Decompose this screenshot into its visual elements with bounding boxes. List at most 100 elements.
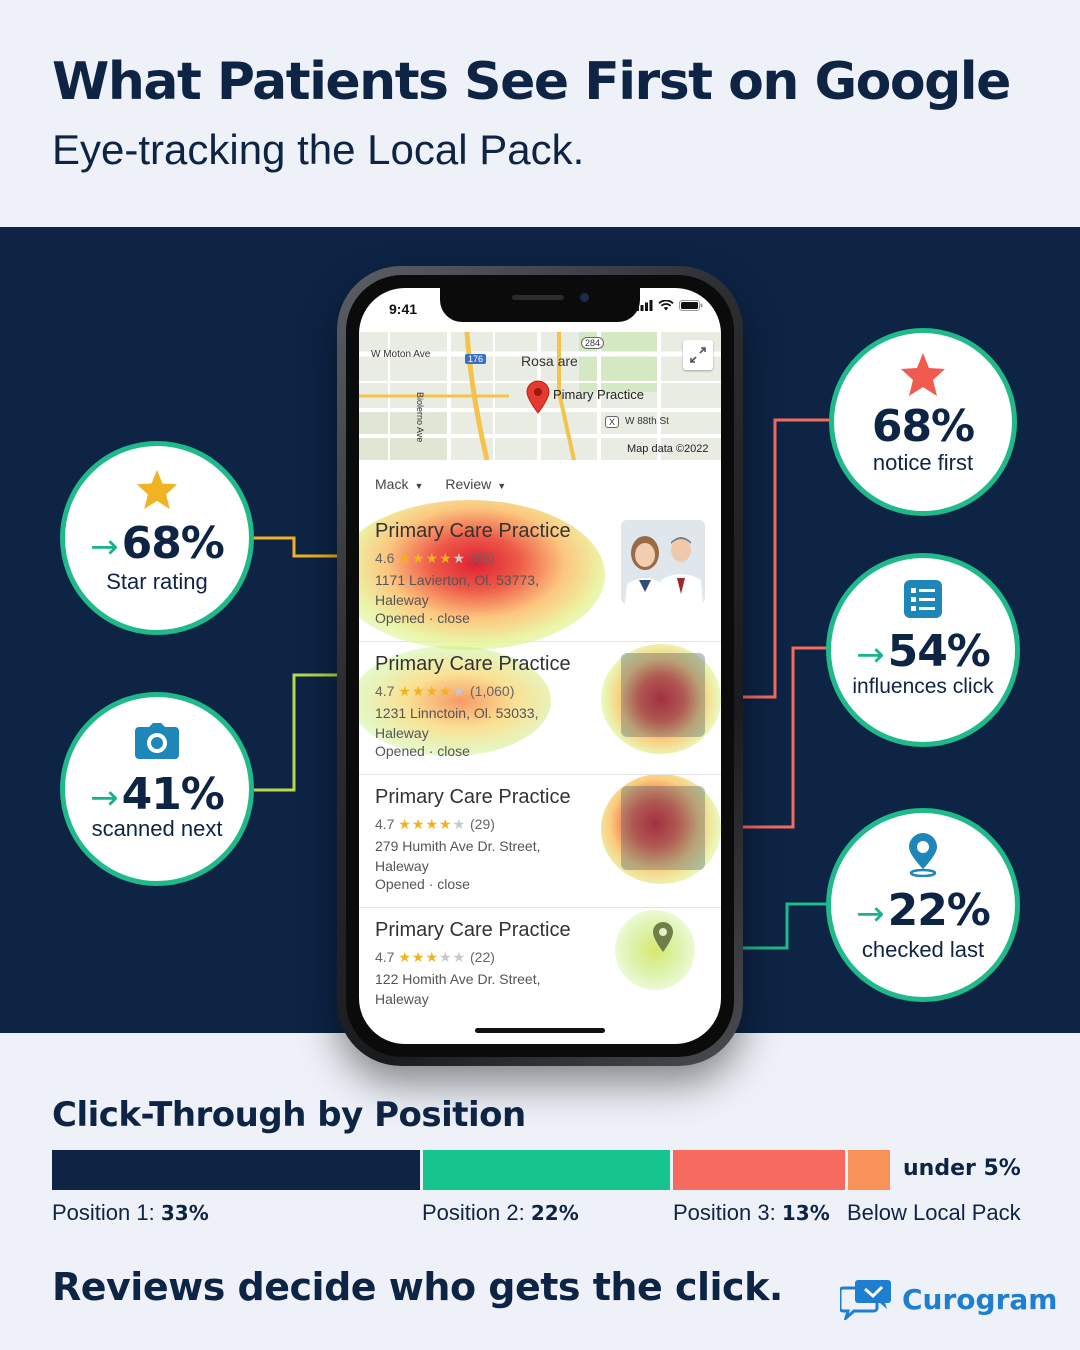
map-pin-label: Pimary Practice bbox=[553, 387, 645, 402]
listing-divider bbox=[359, 774, 721, 775]
ctr-label-below-pack: Below Local Pack bbox=[847, 1200, 1021, 1225]
listing-hours: Opened · close bbox=[375, 876, 470, 892]
stat-scanned-next: →41% scanned next bbox=[60, 692, 254, 886]
stat-label: notice first bbox=[872, 450, 974, 475]
list-item[interactable]: Primary Care Practice 4.7 ★★★★★ (29) 279… bbox=[359, 774, 721, 907]
front-camera bbox=[580, 293, 589, 302]
star-icon bbox=[136, 469, 178, 510]
list-item[interactable]: Primary Care Practice 4.6 ★★★★★ (65) 117… bbox=[359, 508, 721, 641]
stat-label: checked last bbox=[861, 937, 985, 962]
arrow-right-icon: → bbox=[856, 635, 884, 675]
star-rating-icon: ★★★★★ bbox=[398, 683, 467, 699]
ctr-below-value: under 5% bbox=[903, 1156, 1021, 1181]
brand-name: Curogram bbox=[902, 1282, 1058, 1316]
status-icons bbox=[636, 300, 703, 311]
filter-mack[interactable]: Mack ▼ bbox=[375, 476, 423, 492]
ctr-bar-below-pack bbox=[848, 1150, 890, 1190]
listing-photo[interactable] bbox=[621, 653, 705, 737]
listing-rating: 4.7 ★★★★★ (29) bbox=[375, 816, 495, 833]
filter-review[interactable]: Review ▼ bbox=[445, 476, 506, 492]
stat-notice-first: 68% notice first bbox=[829, 328, 1017, 516]
review-count: (1,060) bbox=[470, 683, 515, 699]
stat-checked-last: →22% checked last bbox=[826, 808, 1020, 1002]
list-icon bbox=[904, 580, 942, 618]
listing-divider bbox=[359, 907, 721, 908]
arrow-right-icon: → bbox=[90, 527, 118, 567]
map-pin-red bbox=[526, 380, 550, 414]
listing-photo[interactable] bbox=[621, 786, 705, 870]
stat-value: →68% bbox=[90, 518, 225, 569]
phone-screen: 9:41 bbox=[359, 288, 721, 1044]
map-preview[interactable]: W Moton Ave 176 Rosa are 284 Biolerno Av… bbox=[359, 332, 721, 460]
address-line-1: 1231 Linnctoin, Ol. 53033, bbox=[375, 705, 539, 721]
expand-icon bbox=[690, 347, 706, 363]
phone-notch bbox=[440, 288, 640, 322]
star-rating-icon: ★★★★★ bbox=[398, 949, 467, 965]
listing-divider bbox=[359, 641, 721, 642]
rating-value: 4.6 bbox=[375, 550, 395, 566]
star-rating-icon: ★★★★★ bbox=[398, 816, 467, 832]
map-attribution: Map data ©2022 bbox=[627, 443, 709, 455]
home-indicator[interactable] bbox=[475, 1028, 605, 1033]
listing-rating: 4.6 ★★★★★ (65) bbox=[375, 550, 495, 567]
address-line-2: Haleway bbox=[375, 858, 429, 874]
map-area-label: Rosa are bbox=[521, 353, 578, 369]
page-title: What Patients See First on Google bbox=[52, 52, 1011, 112]
tagline: Reviews decide who gets the click. bbox=[52, 1265, 783, 1309]
speaker-grille bbox=[512, 295, 564, 300]
listing-hours: Opened · close bbox=[375, 610, 470, 626]
chevron-down-icon: ▼ bbox=[414, 481, 424, 491]
status-time: 9:41 bbox=[389, 301, 418, 317]
map-route-x: X bbox=[605, 416, 620, 428]
rating-value: 4.7 bbox=[375, 816, 395, 832]
chevron-down-icon: ▼ bbox=[497, 481, 507, 491]
map-pin-icon[interactable] bbox=[651, 921, 675, 953]
review-count: (29) bbox=[470, 816, 495, 832]
listing-address: 1231 Linnctoin, Ol. 53033, Haleway bbox=[375, 703, 538, 743]
list-item[interactable]: Primary Care Practice 4.7 ★★★★★ (1,060) … bbox=[359, 641, 721, 774]
address-line-1: 279 Humith Ave Dr. Street, bbox=[375, 838, 541, 854]
battery-icon bbox=[679, 300, 703, 311]
page-subtitle: Eye-tracking the Local Pack. bbox=[52, 126, 585, 173]
stat-value: →22% bbox=[856, 885, 991, 936]
address-line-1: 1171 Lavierton, Ol. 53773, bbox=[375, 572, 539, 588]
stat-value: 68% bbox=[871, 401, 975, 452]
chat-bubbles-icon bbox=[840, 1280, 891, 1320]
star-rating-icon: ★★★★★ bbox=[398, 550, 467, 566]
listing-rating: 4.7 ★★★★★ (22) bbox=[375, 949, 495, 966]
map-expand-button[interactable] bbox=[683, 340, 713, 370]
listing-name: Primary Care Practice bbox=[375, 786, 571, 808]
camera-icon bbox=[135, 723, 179, 759]
stat-star-rating: →68% Star rating bbox=[60, 441, 254, 635]
stat-value: →54% bbox=[856, 626, 991, 677]
map-route-284: 284 bbox=[581, 337, 605, 349]
filter-mack-label: Mack bbox=[375, 476, 409, 492]
filter-review-label: Review bbox=[445, 476, 492, 492]
address-line-1: 122 Homith Ave Dr. Street, bbox=[375, 971, 541, 987]
filter-bar: Mack ▼ Review ▼ bbox=[375, 476, 506, 492]
arrow-right-icon: → bbox=[90, 778, 118, 818]
ctr-label-position-3: Position 3: 13% bbox=[673, 1200, 830, 1225]
stat-label: influences click bbox=[852, 675, 994, 698]
address-line-2: Haleway bbox=[375, 991, 429, 1007]
rating-value: 4.7 bbox=[375, 949, 395, 965]
listing-address: 279 Humith Ave Dr. Street, Haleway bbox=[375, 836, 541, 876]
ctr-label-position-2: Position 2: 22% bbox=[422, 1200, 579, 1225]
listing-name: Primary Care Practice bbox=[375, 653, 571, 675]
list-item[interactable]: Primary Care Practice 4.7 ★★★★★ (22) 122… bbox=[359, 907, 721, 1040]
listing-name: Primary Care Practice bbox=[375, 520, 571, 542]
ctr-label-position-1: Position 1: 33% bbox=[52, 1200, 209, 1225]
star-icon bbox=[901, 353, 945, 396]
ctr-bar-position-3 bbox=[673, 1150, 845, 1190]
address-line-2: Haleway bbox=[375, 725, 429, 741]
map-street-label: W Moton Ave bbox=[371, 349, 431, 360]
stat-influences-click: →54% influences click bbox=[826, 553, 1020, 747]
listing-rating: 4.7 ★★★★★ (1,060) bbox=[375, 683, 514, 700]
brand-logo[interactable]: Curogram bbox=[840, 1278, 1057, 1320]
listing-hours: Opened · close bbox=[375, 743, 470, 759]
listing-name: Primary Care Practice bbox=[375, 919, 571, 941]
phone-mockup: 9:41 bbox=[337, 266, 743, 1066]
stat-label: scanned next bbox=[91, 816, 223, 841]
map-pin-icon bbox=[909, 833, 937, 877]
doctors-photo[interactable] bbox=[621, 520, 705, 604]
